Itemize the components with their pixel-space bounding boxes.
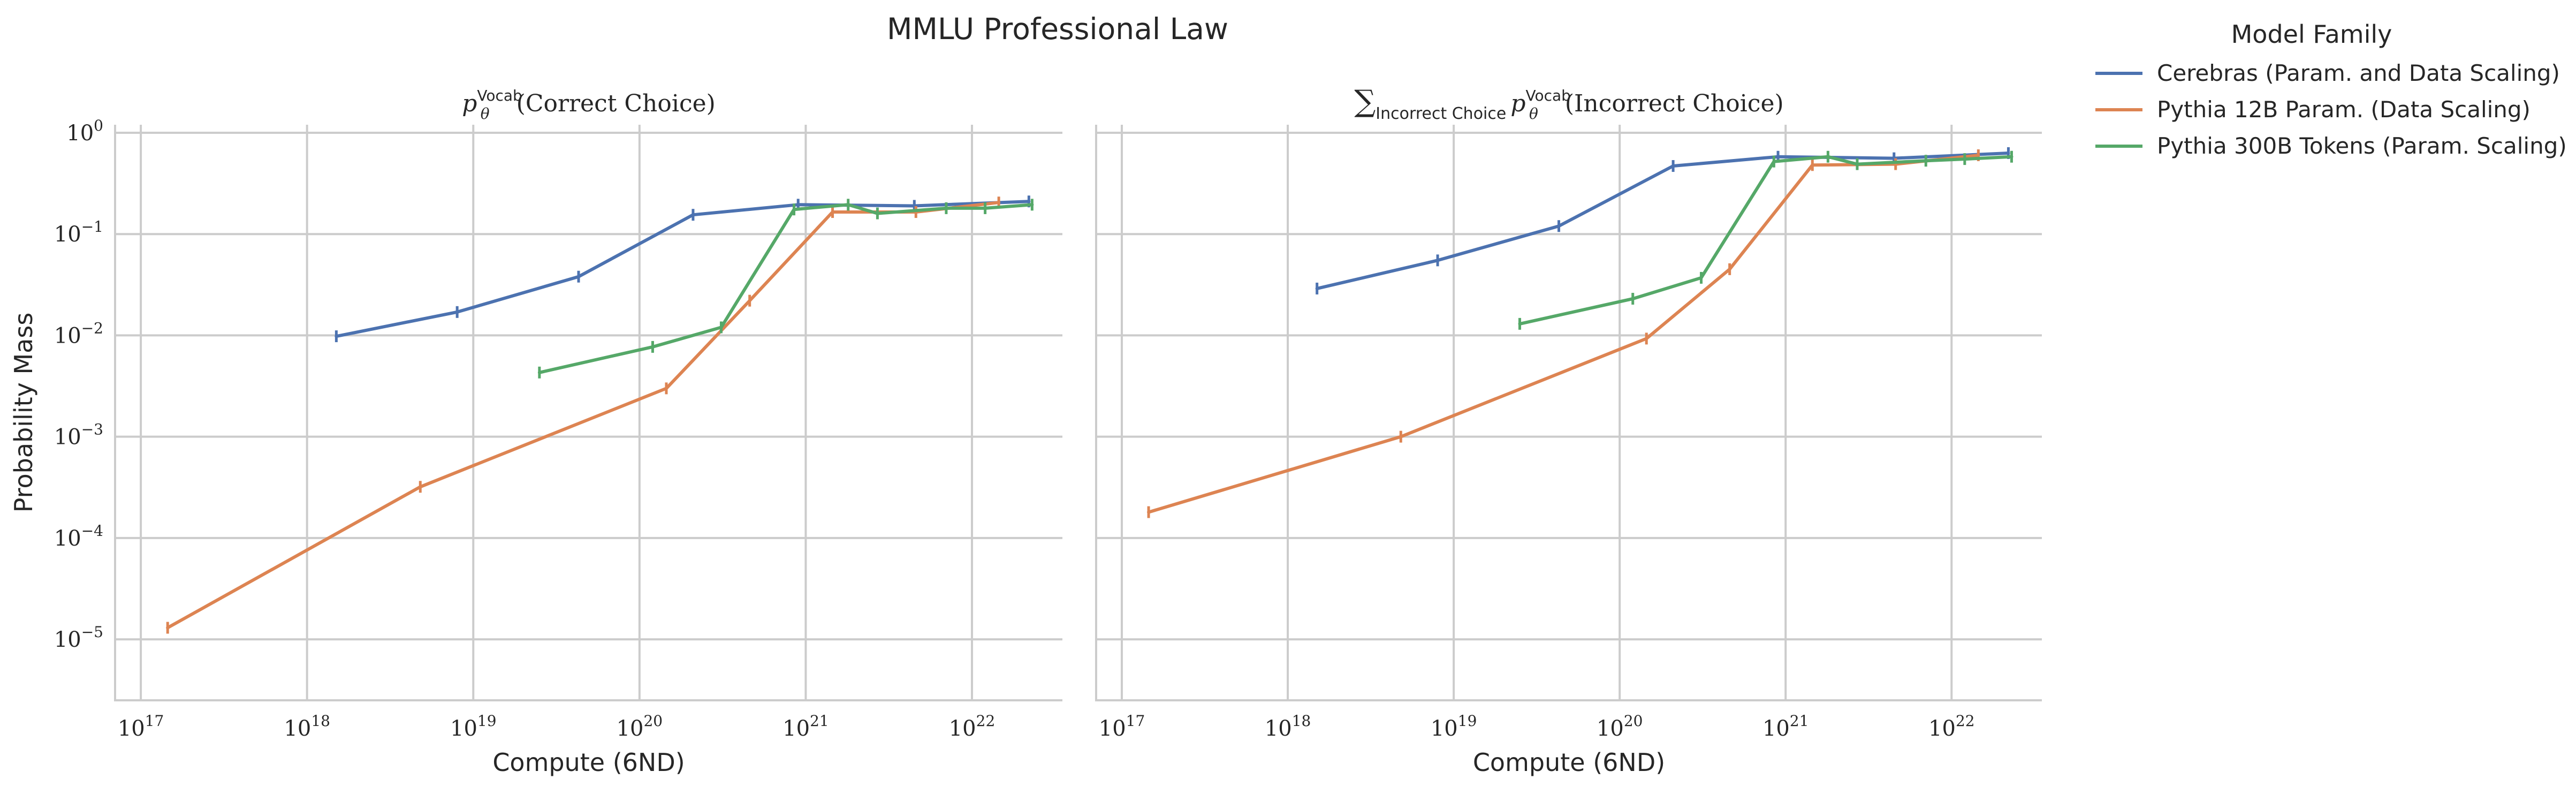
chart-panel-1: 1017 1018 1019 1020 1021 1022 10−5 10−4 10−3 10−2… — [9, 87, 1062, 777]
panel-title: pVocab θ (Correct Choice) — [462, 87, 716, 123]
y-tick-label: 10−2 — [54, 319, 103, 348]
x-tick-label: 1020 — [617, 712, 663, 741]
legend-entry: Cerebras (Param. and Data Scaling) — [2157, 60, 2560, 86]
y-tick-label: 10−1 — [54, 218, 103, 247]
x-tick-label: 1019 — [1431, 712, 1477, 741]
axis-spine — [114, 125, 1062, 701]
x-tick-label: 1022 — [949, 712, 996, 741]
legend-title: Model Family — [2231, 20, 2392, 49]
x-tick-label: 1022 — [1928, 712, 1975, 741]
y-tick-label: 100 — [66, 117, 103, 146]
series-line-3 — [537, 203, 1034, 374]
chart-panel-2: 1017 1018 1019 1020 1021 1022 Compute (6ND) ∑In… — [1095, 84, 2042, 777]
panel-title: ∑Incorrect Choice pVocab θ (Incorrect Choic… — [1354, 84, 1783, 123]
x-tick-label: 1017 — [118, 712, 164, 741]
x-tick-label: 1021 — [782, 712, 829, 741]
x-axis-label: Compute (6ND) — [1473, 748, 1665, 777]
x-tick-label: 1018 — [284, 712, 330, 741]
y-tick-label: 10−5 — [54, 623, 103, 652]
series-line-2 — [1147, 154, 1980, 514]
x-axis-label: Compute (6ND) — [492, 748, 685, 777]
axis-spine — [1095, 125, 2042, 701]
y-tick-label: 10−4 — [54, 522, 103, 551]
figure-title: MMLU Professional Law — [887, 12, 1228, 46]
series-line-2 — [166, 201, 1001, 630]
x-tick-label: 1017 — [1099, 712, 1145, 741]
legend: Model Family Cerebras (Param. and Data Sc… — [2095, 20, 2567, 159]
x-tick-label: 1019 — [450, 712, 497, 741]
series-line-3 — [1518, 155, 2013, 326]
x-tick-label: 1020 — [1597, 712, 1643, 741]
series-line-1 — [335, 200, 1031, 338]
y-axis-label: Probability Mass — [9, 313, 38, 513]
legend-entry: Pythia 12B Param. (Data Scaling) — [2157, 96, 2531, 123]
legend-entry: Pythia 300B Tokens (Param. Scaling) — [2157, 133, 2567, 159]
x-tick-label: 1018 — [1265, 712, 1311, 741]
x-tick-label: 1021 — [1762, 712, 1809, 741]
y-tick-label: 10−3 — [54, 421, 103, 450]
series-line-1 — [1315, 152, 2010, 290]
